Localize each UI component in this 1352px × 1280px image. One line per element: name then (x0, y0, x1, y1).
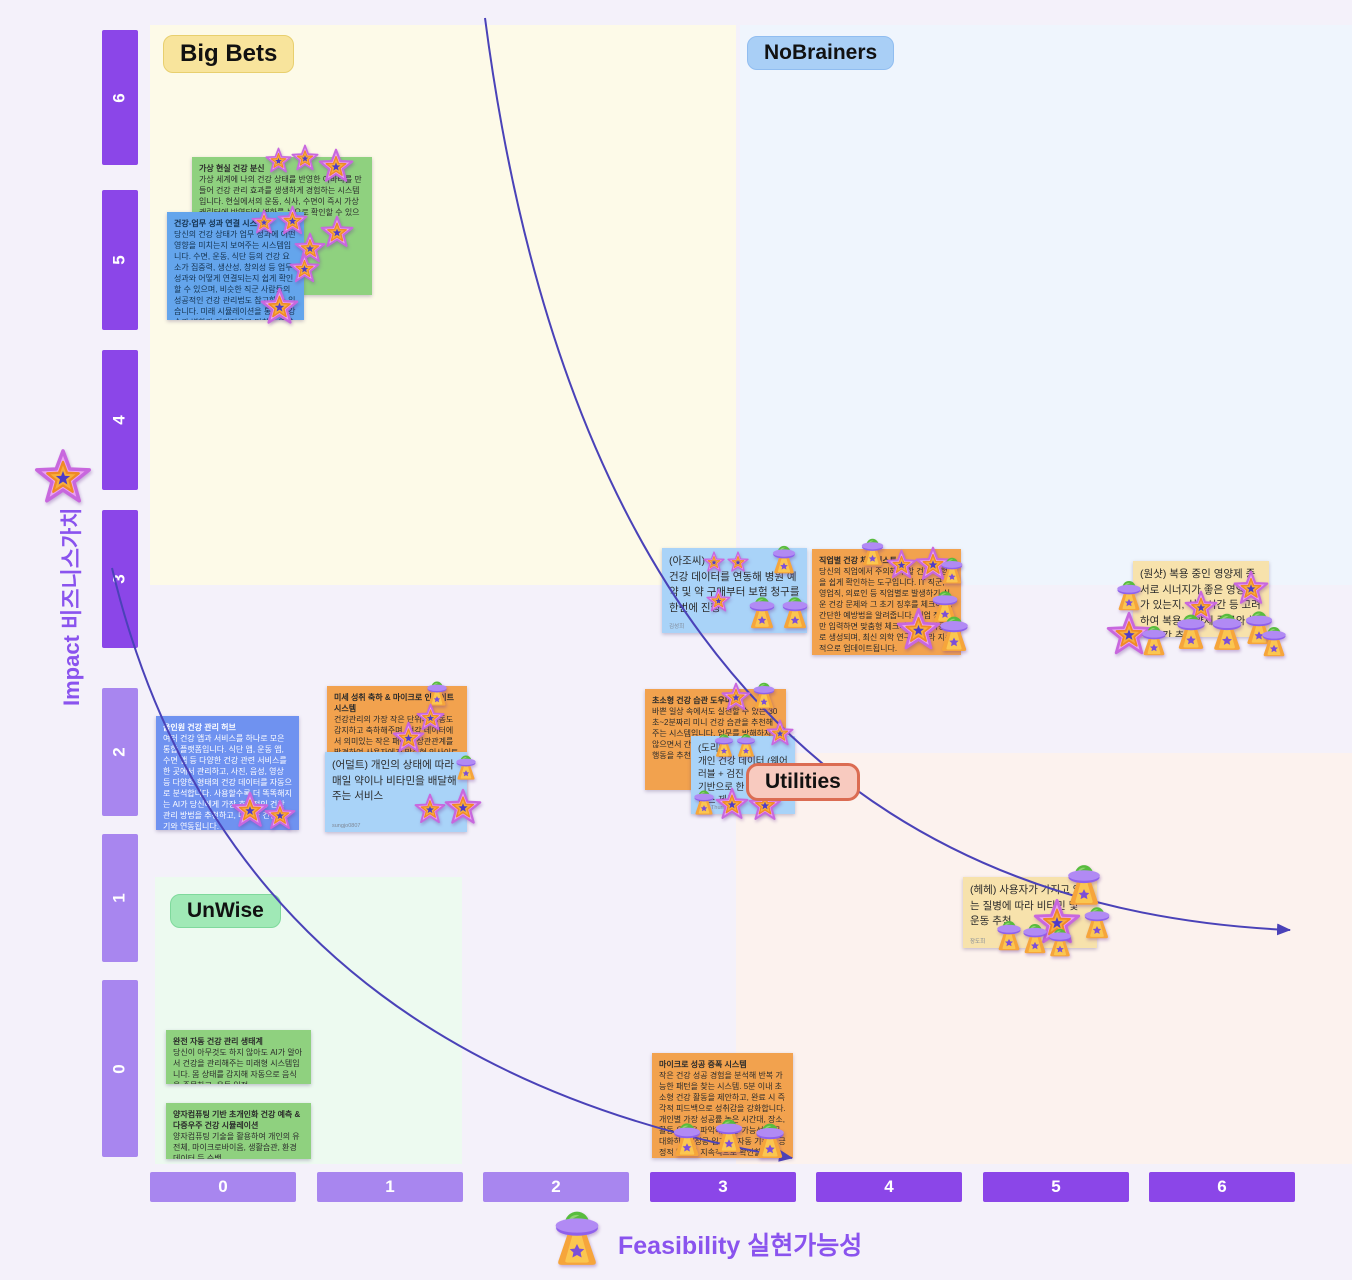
y-axis-tick-2: 2 (102, 688, 138, 816)
note-author: sungjo0807 (332, 823, 361, 829)
y-axis-tick-4: 4 (102, 350, 138, 490)
star-sticker-icon[interactable] (264, 799, 296, 831)
ufo-sticker-icon[interactable] (857, 536, 888, 567)
y-tick-label: 0 (110, 1063, 129, 1074)
note-body: 당신의 건강 상태가 업무 성과에 어떤 영향을 미치는지 보여주는 시스템입니… (174, 230, 296, 320)
x-axis-tick-5: 5 (983, 1172, 1129, 1202)
quadrant-nobrainers-area (740, 25, 1352, 585)
quadrant-label-utilities[interactable]: Utilities (746, 763, 860, 801)
y-tick-label: 2 (110, 747, 129, 757)
x-axis-tick-3: 3 (650, 1172, 796, 1202)
star-sticker-icon[interactable] (265, 147, 292, 174)
ufo-sticker-icon[interactable] (690, 788, 718, 816)
x-tick-label: 0 (218, 1177, 228, 1196)
x-axis-tick-2: 2 (483, 1172, 629, 1202)
y-axis-tick-6: 6 (102, 30, 138, 165)
x-axis-tick-4: 4 (816, 1172, 962, 1202)
star-sticker-icon[interactable] (703, 551, 725, 573)
star-sticker-icon[interactable] (727, 551, 749, 573)
y-tick-label: 4 (110, 415, 129, 425)
star-sticker-icon[interactable] (1233, 570, 1269, 606)
y-tick-label: 5 (110, 255, 129, 265)
star-sticker-icon[interactable] (392, 721, 425, 754)
note-body: 당신이 아무것도 하지 않아도 AI가 알아서 건강을 관리해주는 미래형 시스… (173, 1048, 303, 1084)
star-sticker-icon[interactable] (766, 719, 794, 747)
x-axis-tick-0: 0 (150, 1172, 296, 1202)
star-sticker-icon[interactable] (706, 588, 731, 613)
note-author: 김성희 (669, 624, 685, 630)
ufo-sticker-icon[interactable] (1137, 623, 1171, 657)
ufo-sticker-icon[interactable] (733, 732, 759, 758)
ufo-sticker-icon[interactable] (452, 753, 480, 781)
ufo-sticker-icon[interactable] (777, 594, 813, 630)
ufo-sticker-icon[interactable] (768, 543, 800, 575)
star-sticker-icon[interactable] (289, 253, 320, 284)
star-sticker-icon[interactable] (251, 209, 277, 235)
ufo-sticker-icon[interactable] (1257, 624, 1291, 658)
quadrant-label-nobrainers[interactable]: NoBrainers (747, 36, 895, 70)
y-axis-tick-0: 0 (102, 980, 138, 1157)
y-tick-label: 6 (110, 92, 129, 103)
x-tick-label: 1 (385, 1177, 395, 1196)
star-sticker-icon[interactable] (715, 787, 749, 821)
x-axis-tick-6: 6 (1149, 1172, 1295, 1202)
feasibility-ufo-icon (546, 1206, 608, 1268)
y-axis-tick-5: 5 (102, 190, 138, 330)
star-sticker-icon[interactable] (886, 549, 917, 580)
y-tick-label: 1 (110, 893, 129, 903)
ufo-sticker-icon[interactable] (1079, 904, 1115, 940)
ufo-sticker-icon[interactable] (1044, 926, 1076, 958)
sticky-note-auto-ecosystem[interactable]: 완전 자동 건강 관리 생태계 당신이 아무것도 하지 않아도 AI가 알아서 … (166, 1030, 311, 1084)
note-title: 건강-업무 성과 연결 시스템 (174, 219, 265, 228)
x-tick-label: 2 (551, 1177, 561, 1196)
impact-star-icon (34, 448, 92, 506)
quadrant-utilities-area (736, 753, 1352, 1164)
quadrant-label-unwise[interactable]: UnWise (170, 894, 281, 928)
ufo-sticker-icon[interactable] (1171, 611, 1211, 651)
ufo-sticker-icon[interactable] (744, 594, 780, 630)
x-tick-label: 6 (1217, 1177, 1227, 1196)
star-sticker-icon[interactable] (318, 148, 354, 184)
note-author: 장도희 (970, 939, 986, 945)
star-sticker-icon[interactable] (291, 144, 319, 172)
x-tick-label: 4 (884, 1177, 894, 1196)
star-sticker-icon[interactable] (721, 682, 751, 712)
ufo-sticker-icon[interactable] (937, 555, 967, 585)
note-title: 가상 현실 건강 분신 (199, 164, 265, 173)
note-title: 완전 자동 건강 관리 생태계 (173, 1037, 263, 1046)
note-body: 양자컴퓨팅 기술을 활용하여 개인의 유전체, 마이크로바이옴, 생활습관, 환… (173, 1132, 300, 1159)
x-tick-label: 5 (1051, 1177, 1061, 1196)
y-axis-title: Impact 비즈니스가치 (59, 507, 84, 706)
ufo-sticker-icon[interactable] (750, 1120, 790, 1160)
star-sticker-icon[interactable] (414, 793, 446, 825)
note-title: 마이크로 성공 증폭 시스템 (659, 1060, 747, 1069)
y-axis-tick-3: 3 (102, 510, 138, 648)
quadrant-label-big-bets[interactable]: Big Bets (163, 35, 295, 73)
y-axis-tick-1: 1 (102, 834, 138, 962)
star-sticker-icon[interactable] (260, 287, 299, 326)
x-axis-tick-1: 1 (317, 1172, 463, 1202)
ufo-sticker-icon[interactable] (710, 1116, 748, 1154)
ufo-sticker-icon[interactable] (1112, 578, 1146, 612)
x-tick-label: 3 (718, 1177, 728, 1196)
x-axis-title: Feasibility 실현가능성 (618, 1232, 863, 1260)
sticky-note-quantum-simulation[interactable]: 양자컴퓨팅 기반 초개인화 건강 예측 & 다중우주 건강 시뮬레이션 양자컴퓨… (166, 1103, 311, 1159)
ufo-sticker-icon[interactable] (749, 680, 779, 710)
note-title: 양자컴퓨팅 기반 초개인화 건강 예측 & 다중우주 건강 시뮬레이션 (173, 1110, 301, 1130)
ufo-sticker-icon[interactable] (934, 613, 974, 653)
note-title: 올인원 건강 관리 허브 (163, 723, 236, 732)
y-tick-label: 3 (110, 574, 129, 584)
ufo-sticker-icon[interactable] (668, 1120, 706, 1158)
star-sticker-icon[interactable] (444, 788, 482, 826)
